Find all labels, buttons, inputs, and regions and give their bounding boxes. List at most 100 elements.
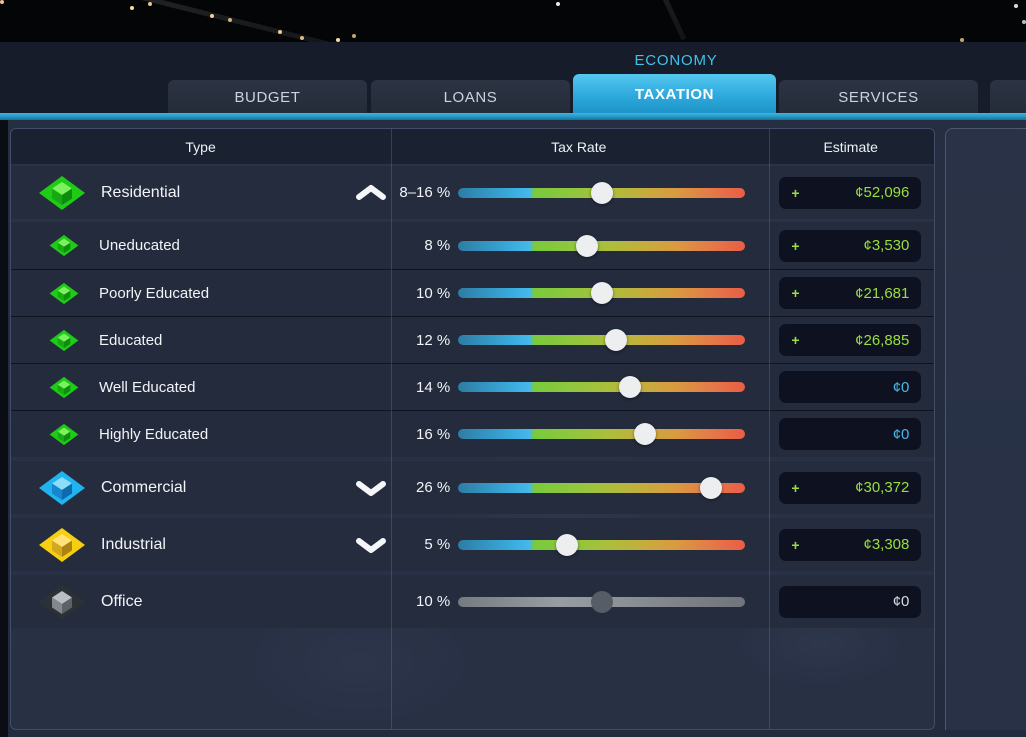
plus-sign: + [791,184,800,201]
type-cell: Educated [11,329,390,352]
estimate-value: ¢26,885 [855,331,910,349]
type-cell: Well Educated [11,376,390,399]
slider-handle[interactable] [633,423,656,445]
tax-rate-value: 16 % [416,425,451,443]
estimate-cell: + ¢3,530 [767,229,934,262]
city-view [0,0,1026,42]
chevron-down-icon[interactable] [355,535,387,555]
tax-row-educated: Educated 12 % + ¢26,885 [11,316,934,363]
tax-rate-cell: 10 % [390,281,767,305]
row-label: Well Educated [99,378,196,396]
table-header: Type Tax Rate Estimate [11,129,934,164]
residential-zone-icon [47,423,81,446]
tax-rate-cell: 14 % [390,375,767,399]
slider-track[interactable] [458,240,746,251]
estimate-pill: + ¢0 [779,371,922,403]
column-header-tax-rate: Tax Rate [551,138,607,155]
type-cell: Uneducated [11,234,390,257]
tax-rate-value: 10 % [416,593,451,610]
tab-partial[interactable] [990,80,1026,114]
residential-zone-icon [47,282,81,305]
tax-rate-cell: 5 % [390,533,767,557]
tax-rate-slider[interactable] [458,476,746,500]
estimate-value: ¢0 [892,593,910,610]
tax-rate-value: 8–16 % [399,184,451,201]
estimate-pill: + ¢0 [779,585,922,618]
estimate-value: ¢0 [892,425,910,443]
estimate-pill: + ¢21,681 [779,277,922,309]
estimate-cell: + ¢0 [767,585,934,618]
road-line [643,0,687,41]
chevron-down-icon[interactable] [355,478,387,498]
estimate-cell: + ¢21,681 [767,277,934,309]
tax-rate-value: 10 % [416,284,451,302]
tax-rate-value: 5 % [424,536,451,553]
residential-zone-icon [47,329,81,352]
tab-budget[interactable]: BUDGET [168,80,367,114]
tax-rate-value: 8 % [424,237,451,254]
estimate-pill: + ¢0 [779,418,922,450]
row-label: Office [101,592,143,610]
residential-zone-icon [47,234,81,257]
estimate-cell: + ¢0 [767,371,934,403]
row-label: Poorly Educated [99,284,210,302]
slider-handle[interactable] [590,181,613,204]
commercial-zone-icon [37,470,87,506]
table-body: Residential 8–16 % + ¢52,096 Uneducated [11,166,934,628]
city-lights [0,0,4,4]
tax-row-office[interactable]: Office 10 % + ¢0 [11,575,934,628]
tab-services[interactable]: SERVICES [779,80,978,114]
tax-rate-slider[interactable] [458,234,746,258]
tax-rate-slider[interactable] [458,422,746,446]
tax-rate-cell: 10 % [390,590,767,614]
estimate-pill: + ¢30,372 [779,471,922,504]
panel-left-edge [0,120,8,737]
tax-rate-slider[interactable] [458,533,746,557]
tax-rate-cell: 8 % [390,234,767,258]
slider-track[interactable] [458,482,746,493]
slider-handle[interactable] [576,234,599,257]
chevron-up-icon[interactable] [355,183,387,203]
tax-rate-slider[interactable] [458,281,746,305]
tax-rate-slider[interactable] [458,375,746,399]
estimate-cell: + ¢26,885 [767,324,934,356]
tax-rate-slider[interactable] [458,328,746,352]
plus-sign: + [791,237,800,254]
slider-track[interactable] [458,429,746,439]
slider-track[interactable] [458,539,746,550]
tax-row-highly-educated: Highly Educated 16 % + ¢0 [11,410,934,457]
tax-rate-slider[interactable] [458,181,746,205]
tax-rate-cell: 26 % [390,476,767,500]
slider-handle[interactable] [590,282,613,304]
tab-bar: BUDGET LOANS TAXATION SERVICES [0,74,1026,114]
slider-handle[interactable] [619,376,642,398]
taxation-table: Type Tax Rate Estimate Residential 8–16 … [10,128,935,730]
tax-row-industrial[interactable]: Industrial 5 % + ¢3,308 [11,518,934,571]
estimate-cell: + ¢30,372 [767,471,934,504]
estimate-value: ¢21,681 [855,284,910,302]
tax-rate-slider [458,590,746,614]
slider-handle[interactable] [556,533,579,556]
tax-row-commercial[interactable]: Commercial 26 % + ¢30,372 [11,461,934,514]
slider-track[interactable] [458,382,746,392]
slider-handle[interactable] [699,476,722,499]
slider-handle [590,590,613,613]
slider-track[interactable] [458,335,746,345]
column-divider [391,129,392,729]
column-divider [769,129,770,729]
tax-row-poorly-educated: Poorly Educated 10 % + ¢21,681 [11,269,934,316]
tax-rate-cell: 12 % [390,328,767,352]
tab-loans[interactable]: LOANS [371,80,570,114]
tax-row-residential[interactable]: Residential 8–16 % + ¢52,096 [11,166,934,219]
residential-zone-icon [37,175,87,211]
tax-rate-cell: 16 % [390,422,767,446]
type-cell: Office [11,584,390,620]
slider-handle[interactable] [605,329,628,351]
road-line [63,0,357,42]
tab-taxation[interactable]: TAXATION [573,74,776,114]
panel-title: ECONOMY [634,52,718,69]
tax-rate-value: 14 % [416,378,451,396]
type-cell: Commercial [11,470,390,506]
row-label: Uneducated [99,237,180,254]
